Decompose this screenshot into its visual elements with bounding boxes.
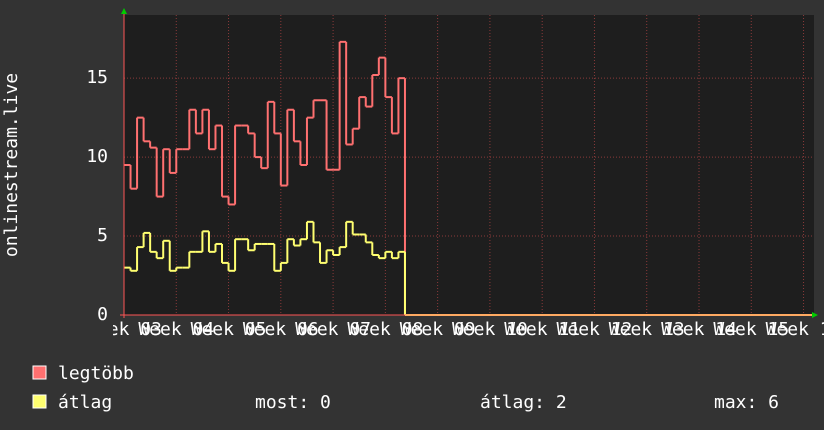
x-tick-label: Week 08 bbox=[347, 319, 423, 340]
legend-stat: max: 6 bbox=[714, 392, 779, 413]
x-tick-label: Week 07 bbox=[295, 319, 371, 340]
x-tick-label: Week 13 bbox=[609, 319, 685, 340]
y-axis-arrow bbox=[121, 8, 127, 14]
x-tick-label: Week 06 bbox=[243, 319, 319, 340]
x-tick-label: Week 11 bbox=[504, 319, 580, 340]
legend-label: legtöbb bbox=[58, 363, 134, 384]
x-tick-label: Week 16 bbox=[766, 319, 824, 340]
legend-swatch bbox=[32, 394, 47, 409]
legend-label: átlag bbox=[58, 392, 112, 413]
legend-stat: átlag: 2 bbox=[480, 392, 567, 413]
x-tick-label: Week 04 bbox=[138, 319, 214, 340]
x-tick-label: Week 10 bbox=[452, 319, 528, 340]
x-tick-label: Week 12 bbox=[557, 319, 633, 340]
ticks: 0 5 10 15 bbox=[86, 67, 108, 325]
grid bbox=[123, 15, 814, 316]
x-tick-label: Week 03 bbox=[86, 319, 162, 340]
x-tick-label: Week 05 bbox=[191, 319, 267, 340]
y-tick-label: 10 bbox=[86, 146, 108, 167]
y-tick-label: 5 bbox=[97, 225, 108, 246]
x-tick-label: Week 15 bbox=[713, 319, 789, 340]
legend-swatch bbox=[32, 365, 47, 380]
y-tick-label: 15 bbox=[86, 67, 108, 88]
x-axis-arrow bbox=[812, 312, 818, 318]
y-tick-label: 0 bbox=[97, 304, 108, 325]
y-axis-label: onlinestream.live bbox=[1, 73, 22, 257]
legend-stat: most: 0 bbox=[255, 392, 331, 413]
x-tick-label: Week 14 bbox=[661, 319, 737, 340]
plot-area bbox=[124, 15, 814, 315]
x-tick-label: Week 09 bbox=[400, 319, 476, 340]
